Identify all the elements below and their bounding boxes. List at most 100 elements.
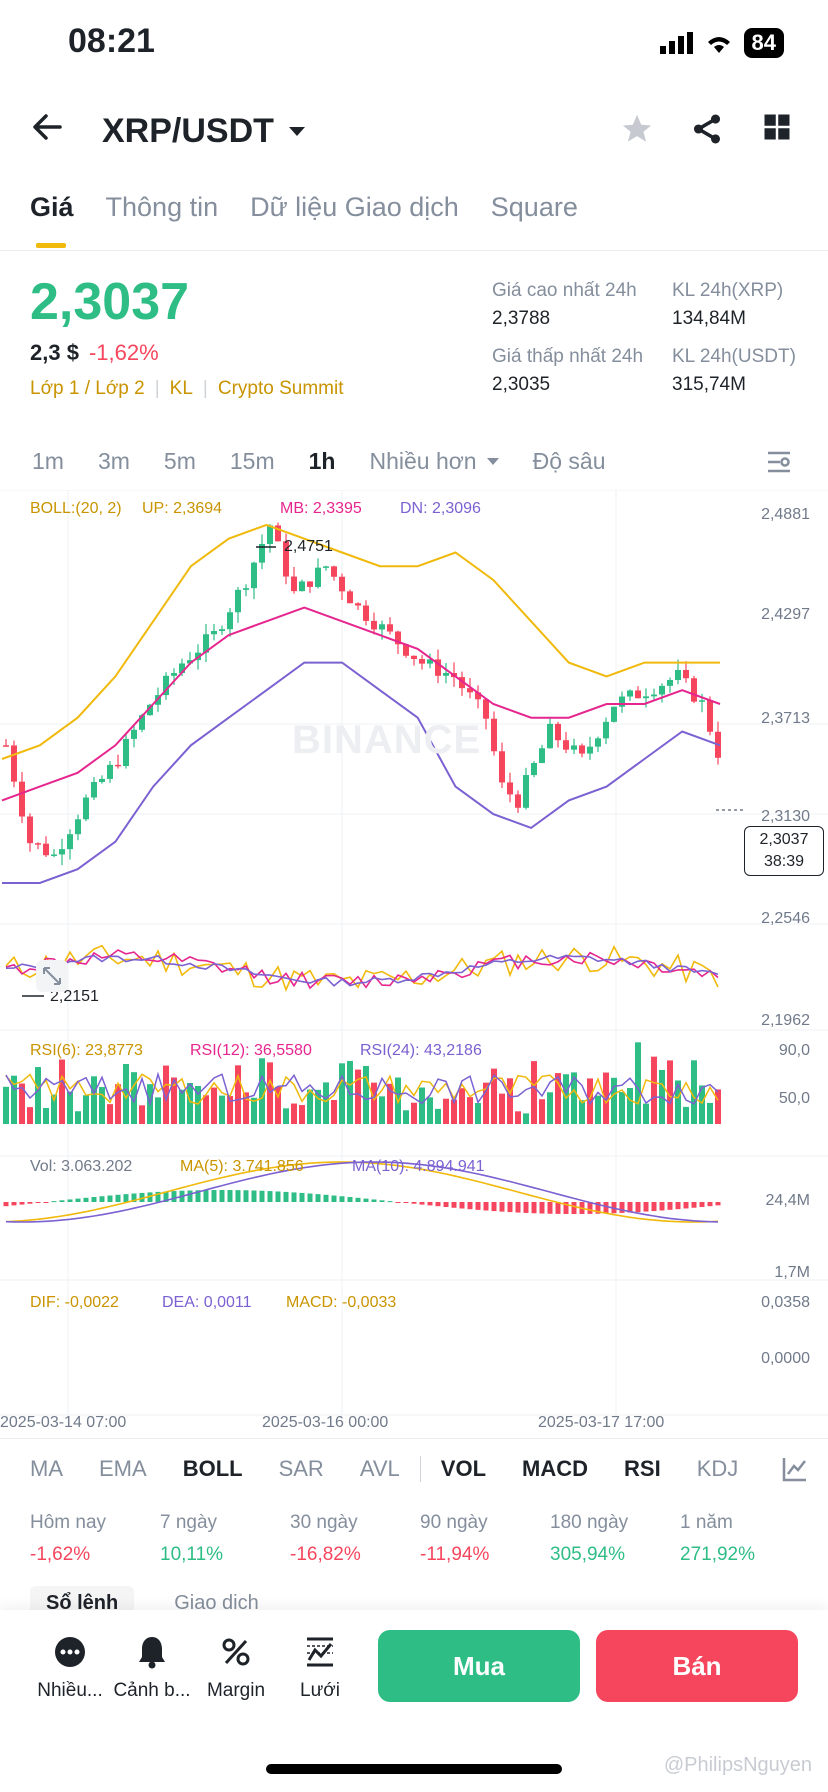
volume-bar: [539, 1099, 545, 1124]
macd-bar: [355, 1197, 361, 1202]
ind-vol[interactable]: VOL: [440, 1456, 487, 1481]
volume-bar: [115, 1084, 121, 1124]
grid-button[interactable]: Lưới: [280, 1632, 360, 1702]
macd-bar: [67, 1199, 73, 1202]
ind-ma[interactable]: MA: [30, 1456, 63, 1481]
candle-body: [571, 745, 577, 750]
grid-menu-icon[interactable]: [762, 112, 792, 142]
macd-bar: [123, 1194, 129, 1202]
tab-trading-data[interactable]: Dữ liệu Giao dịch: [250, 192, 459, 222]
pair-selector[interactable]: XRP/USDT: [102, 112, 306, 151]
candle-body: [75, 819, 81, 835]
price-change: -1,62%: [88, 340, 159, 365]
macd-bar: [91, 1197, 97, 1202]
tab-square[interactable]: Square: [490, 192, 578, 222]
macd-bar: [667, 1202, 673, 1210]
volume-bar: [211, 1087, 217, 1124]
ind-ema[interactable]: EMA: [99, 1456, 147, 1481]
candle-body: [387, 624, 393, 632]
volume-bar: [219, 1095, 225, 1124]
volume-bar: [411, 1102, 417, 1124]
macd-bar: [211, 1190, 217, 1202]
macd-bar: [27, 1202, 33, 1204]
ind-rsi[interactable]: RSI: [624, 1456, 661, 1481]
ind-boll[interactable]: BOLL: [182, 1456, 243, 1481]
macd-series: [3, 1161, 721, 1223]
volume-bar: [651, 1056, 657, 1124]
interval-15m[interactable]: 15m: [229, 448, 275, 474]
volume-bar: [507, 1078, 513, 1124]
chart-settings-icon[interactable]: [766, 450, 792, 474]
candle-body: [603, 721, 609, 739]
interval-1h[interactable]: 1h: [308, 448, 336, 474]
tag-layer[interactable]: Lớp 1 / Lớp 2: [30, 378, 145, 399]
candle-body: [19, 781, 25, 817]
low-24h-value: 2,3035: [492, 374, 551, 395]
volume-bar: [515, 1111, 521, 1124]
tag-kl[interactable]: KL: [169, 378, 193, 399]
macd-bar: [107, 1195, 113, 1202]
share-icon[interactable]: [690, 112, 724, 146]
divider: [0, 250, 828, 251]
ind-separator: [419, 1456, 421, 1482]
perf-label: 90 ngày: [420, 1512, 488, 1533]
tab-trades[interactable]: Giao dịch: [174, 1592, 259, 1614]
candle-body: [11, 745, 17, 782]
rsi12-label: RSI(12): 36,5580: [190, 1042, 312, 1059]
candle-body: [667, 679, 673, 686]
macd-bar: [523, 1202, 529, 1213]
volume-bar: [571, 1072, 577, 1124]
indicator-settings-icon[interactable]: [782, 1456, 808, 1482]
ma10-label: MA(10): 4.894.941: [352, 1158, 485, 1175]
volume-ma-line: [5, 1071, 719, 1107]
volume-bar: [187, 1082, 193, 1124]
price-chart[interactable]: [0, 490, 828, 1440]
interval-more[interactable]: Nhiều hơn: [369, 448, 499, 475]
candle-body: [107, 764, 113, 779]
volume-bar: [531, 1061, 537, 1124]
perf-value: -11,94%: [420, 1544, 490, 1565]
volume-bar: [19, 1083, 25, 1124]
candle-body: [547, 723, 553, 749]
volume-bar: [547, 1092, 553, 1124]
tag-crypto-summit[interactable]: Crypto Summit: [217, 378, 344, 399]
macd-bar: [395, 1202, 401, 1203]
margin-button[interactable]: Margin: [196, 1632, 276, 1702]
interval-depth[interactable]: Độ sâu: [532, 448, 606, 474]
candle-body: [539, 748, 545, 764]
tab-price[interactable]: Giá: [30, 192, 74, 222]
volume-bar: [499, 1093, 505, 1124]
macd-bar: [115, 1194, 121, 1202]
battery-indicator: 84: [743, 28, 784, 58]
candle-body: [211, 631, 217, 635]
buy-button[interactable]: Mua: [378, 1630, 580, 1702]
rsi-tick: 90,0: [778, 1042, 810, 1059]
alert-button[interactable]: Cảnh b...: [112, 1632, 192, 1702]
tab-info[interactable]: Thông tin: [105, 192, 219, 222]
candle-body: [179, 663, 185, 674]
perf-col: 30 ngày -16,82%: [290, 1512, 420, 1566]
signal-icon: [659, 32, 693, 54]
interval-more-label: Nhiều hơn: [369, 448, 477, 474]
macd-bar: [379, 1200, 385, 1202]
ind-sar[interactable]: SAR: [278, 1456, 324, 1481]
candle-body: [707, 700, 713, 732]
star-icon[interactable]: [620, 112, 654, 146]
candle-body: [635, 690, 641, 699]
ind-macd[interactable]: MACD: [522, 1456, 589, 1481]
sell-button[interactable]: Bán: [596, 1630, 798, 1702]
ind-avl[interactable]: AVL: [359, 1456, 400, 1481]
expand-icon[interactable]: [36, 960, 68, 992]
candle-body: [163, 675, 169, 696]
back-arrow-icon[interactable]: [30, 110, 64, 144]
volume-bar: [587, 1078, 593, 1124]
interval-3m[interactable]: 3m: [97, 448, 130, 474]
volume-ma-line: [5, 1073, 719, 1105]
candle-body: [315, 567, 321, 587]
macd-bar: [163, 1191, 169, 1202]
ind-kdj[interactable]: KDJ: [696, 1456, 739, 1481]
more-button[interactable]: Nhiều...: [30, 1632, 110, 1702]
interval-1m[interactable]: 1m: [32, 448, 64, 474]
vol-usdt-value: 315,74M: [672, 374, 746, 395]
interval-5m[interactable]: 5m: [163, 448, 196, 474]
